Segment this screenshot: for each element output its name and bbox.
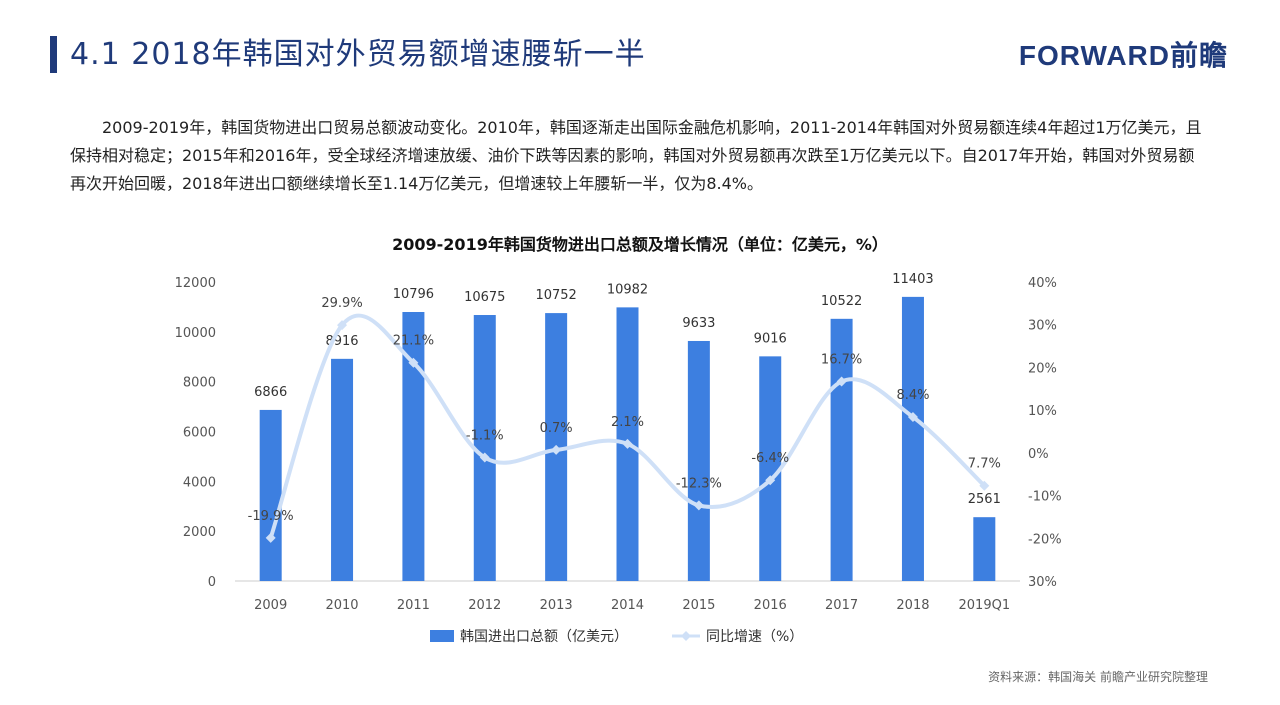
growth-value-label: 2.1% xyxy=(611,415,644,430)
y-left-tick: 6000 xyxy=(183,426,216,441)
bar-value-label: 9016 xyxy=(754,331,787,346)
x-tick-label: 2017 xyxy=(825,598,858,613)
bar xyxy=(259,409,282,581)
y-right-tick: 30% xyxy=(1028,575,1057,590)
growth-value-label: 7.7% xyxy=(968,457,1001,472)
y-left-tick: 10000 xyxy=(175,326,216,341)
x-tick-label: 2009 xyxy=(254,598,287,613)
growth-marker xyxy=(337,320,348,331)
intro-paragraph: 2009-2019年，韩国货物进出口贸易总额波动变化。2010年，韩国逐渐走出国… xyxy=(70,118,1202,193)
x-tick-label: 2019Q1 xyxy=(959,598,1011,613)
growth-value-label: 8.4% xyxy=(896,388,929,403)
growth-value-label: -19.9% xyxy=(248,509,294,524)
bar-value-label: 2561 xyxy=(968,492,1001,507)
bar-value-label: 10675 xyxy=(464,290,505,305)
bar-value-label: 9633 xyxy=(682,316,715,331)
page-title: 4.1 2018年韩国对外贸易额增速腰斩一半 xyxy=(70,37,646,72)
bar xyxy=(473,315,496,581)
growth-marker xyxy=(765,475,776,486)
growth-value-label: -12.3% xyxy=(676,476,722,491)
growth-value-label: 16.7% xyxy=(821,353,862,368)
bar xyxy=(759,356,782,581)
x-tick-label: 2015 xyxy=(682,598,715,613)
bar-value-label: 10522 xyxy=(821,294,862,309)
bar-value-label: 11403 xyxy=(892,272,933,287)
y-right-tick: 20% xyxy=(1028,361,1057,376)
bar-value-label: 6866 xyxy=(254,385,287,400)
legend-line-label: 同比增速（%） xyxy=(706,629,803,645)
title-accent-bar xyxy=(50,36,57,73)
source-note: 资料来源：韩国海关 前瞻产业研究院整理 xyxy=(988,670,1208,684)
y-left-tick: 8000 xyxy=(183,376,216,391)
legend-bar-swatch xyxy=(430,630,454,642)
growth-marker xyxy=(479,452,490,463)
y-left-tick: 12000 xyxy=(175,276,216,291)
y-left-tick: 2000 xyxy=(183,525,216,540)
bar-value-label: 10982 xyxy=(607,282,648,297)
bar-value-label: 10796 xyxy=(393,287,434,302)
x-tick-label: 2013 xyxy=(540,598,573,613)
growth-marker xyxy=(836,376,847,387)
x-tick-label: 2014 xyxy=(611,598,644,613)
growth-marker xyxy=(408,357,419,368)
x-tick-label: 2011 xyxy=(397,598,430,613)
x-tick-label: 2012 xyxy=(468,598,501,613)
chart-title: 2009-2019年韩国货物进出口总额及增长情况（单位：亿美元，%） xyxy=(392,235,888,254)
y-right-tick: 0% xyxy=(1028,447,1049,462)
y-right-tick: 40% xyxy=(1028,276,1057,291)
growth-value-label: -6.4% xyxy=(751,451,789,466)
growth-line xyxy=(268,313,986,539)
x-tick-label: 2018 xyxy=(896,598,929,613)
y-right-tick: 10% xyxy=(1028,404,1057,419)
growth-marker xyxy=(979,480,990,491)
brand-logo: FORWARD前瞻 xyxy=(1018,40,1228,71)
growth-marker xyxy=(622,438,633,449)
x-tick-label: 2016 xyxy=(754,598,787,613)
growth-value-label: -1.1% xyxy=(466,429,504,444)
growth-marker xyxy=(265,532,276,543)
y-right-tick: -20% xyxy=(1028,532,1062,547)
growth-marker xyxy=(907,411,918,422)
bar xyxy=(901,296,924,581)
bar xyxy=(973,517,996,581)
y-right-tick: -10% xyxy=(1028,490,1062,505)
growth-marker xyxy=(693,500,704,511)
x-tick-label: 2010 xyxy=(325,598,358,613)
bar-value-label: 10752 xyxy=(535,288,576,303)
growth-value-label: 29.9% xyxy=(321,296,362,311)
bar xyxy=(687,340,710,581)
bar xyxy=(402,311,425,581)
growth-value-label: 21.1% xyxy=(393,334,434,349)
y-right-tick: 30% xyxy=(1028,319,1057,334)
bar xyxy=(331,358,354,581)
y-left-tick: 4000 xyxy=(183,475,216,490)
legend-bar-label: 韩国进出口总额（亿美元） xyxy=(460,629,628,645)
y-left-tick: 0 xyxy=(208,575,216,590)
legend-line-marker xyxy=(681,631,691,641)
growth-marker xyxy=(551,444,562,455)
growth-value-label: 0.7% xyxy=(540,421,573,436)
